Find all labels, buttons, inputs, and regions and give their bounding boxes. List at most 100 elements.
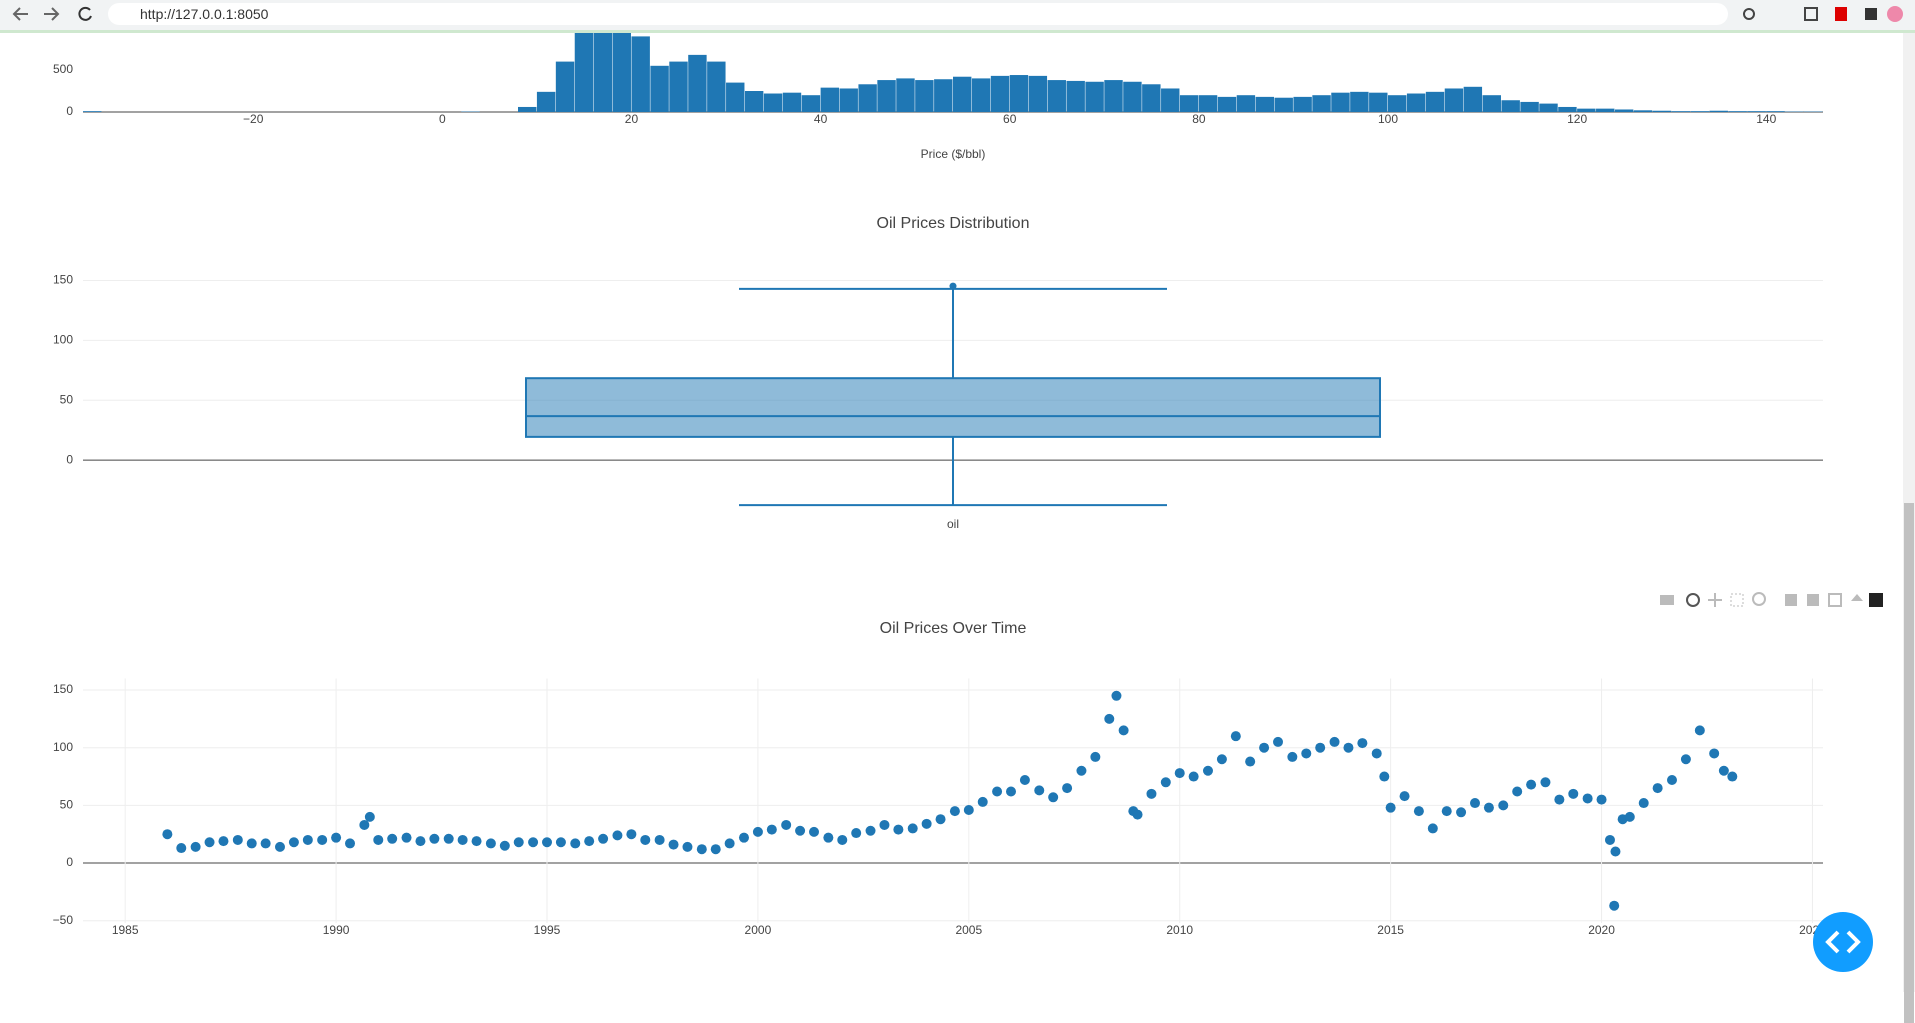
histogram-bar [1426, 92, 1444, 112]
point [303, 835, 313, 845]
histogram-bar [1577, 109, 1595, 112]
point [1609, 901, 1619, 911]
histogram-bar [1520, 102, 1538, 112]
point [851, 828, 861, 838]
point [365, 812, 375, 822]
x-tick-label: 2000 [745, 923, 772, 937]
point [964, 805, 974, 815]
point [1498, 800, 1508, 810]
histogram-bar [1445, 88, 1463, 112]
histogram-bar [631, 36, 649, 112]
histogram-bar [1747, 111, 1765, 112]
point [725, 838, 735, 848]
histogram-bar [1256, 97, 1274, 112]
histogram-bar [1066, 81, 1084, 112]
point [1470, 798, 1480, 808]
point [415, 836, 425, 846]
point [275, 842, 285, 852]
x-tick-label: 2005 [955, 923, 982, 937]
chart-title: Oil Prices Distribution [877, 215, 1030, 232]
point [373, 835, 383, 845]
point [402, 833, 412, 843]
point [1719, 766, 1729, 776]
point [1456, 807, 1466, 817]
point [1245, 757, 1255, 767]
histogram-bar [1407, 94, 1425, 112]
point [233, 835, 243, 845]
dev-tools-button[interactable] [1808, 907, 1878, 977]
point [879, 820, 889, 830]
point [1287, 752, 1297, 762]
x-tick-label: 140 [1756, 112, 1776, 126]
x-axis-label: Price ($/bbl) [921, 147, 986, 161]
histogram-bar [1085, 82, 1103, 112]
point [584, 836, 594, 846]
point [1667, 775, 1677, 785]
modebar[interactable] [1655, 589, 1885, 613]
point [247, 838, 257, 848]
point [711, 844, 721, 854]
point [809, 827, 819, 837]
histogram-bar [1312, 95, 1330, 112]
histogram-bar [1369, 93, 1387, 112]
toolbar-icons[interactable] [1735, 0, 1915, 30]
histogram-bar [1501, 100, 1519, 112]
point [1442, 806, 1452, 816]
scroll-thumb[interactable] [1904, 503, 1914, 1023]
point [669, 840, 679, 850]
point [1379, 772, 1389, 782]
address-bar[interactable]: http://127.0.0.1:8050 [108, 3, 1728, 25]
point [1372, 748, 1382, 758]
point [1330, 737, 1340, 747]
nav-buttons[interactable] [0, 0, 100, 30]
point [612, 830, 622, 840]
point [176, 843, 186, 853]
point [1076, 766, 1086, 776]
point [1146, 789, 1156, 799]
histogram-bar [1331, 93, 1349, 112]
point [1111, 691, 1121, 701]
histogram-bar [1180, 95, 1198, 112]
point [1020, 775, 1030, 785]
point [444, 834, 454, 844]
point [1400, 791, 1410, 801]
y-tick-label: 0 [66, 452, 73, 466]
histogram-bar [877, 80, 895, 112]
histogram-bar [896, 78, 914, 112]
point [1006, 787, 1016, 797]
histogram-bar [1728, 111, 1746, 112]
point [1161, 777, 1171, 787]
histogram-bar [934, 79, 952, 112]
point [739, 833, 749, 843]
histogram-bar [1483, 95, 1501, 112]
histogram-bar [1634, 110, 1652, 112]
point [317, 835, 327, 845]
point [795, 826, 805, 836]
histogram-bar [1142, 84, 1160, 112]
point [1259, 743, 1269, 753]
x-tick-label: 60 [1003, 112, 1017, 126]
histogram-bar [83, 111, 101, 112]
histogram-bar [726, 83, 744, 112]
point [1189, 772, 1199, 782]
histogram-bar [1161, 88, 1179, 112]
histogram-bar [1029, 76, 1047, 112]
histogram-bar [1275, 98, 1293, 112]
point [640, 835, 650, 845]
histogram-bar [537, 92, 555, 112]
point [556, 837, 566, 847]
x-tick-label: −20 [243, 112, 264, 126]
histogram-bar [1615, 109, 1633, 112]
point [205, 837, 215, 847]
histogram-bar [1558, 107, 1576, 112]
point [1133, 810, 1143, 820]
histogram-bar [669, 62, 687, 112]
point [1119, 725, 1129, 735]
point [823, 833, 833, 843]
histogram-bar [1691, 111, 1709, 112]
box [526, 378, 1380, 437]
point [1217, 754, 1227, 764]
scrollbar[interactable] [1903, 33, 1915, 992]
point [626, 829, 636, 839]
